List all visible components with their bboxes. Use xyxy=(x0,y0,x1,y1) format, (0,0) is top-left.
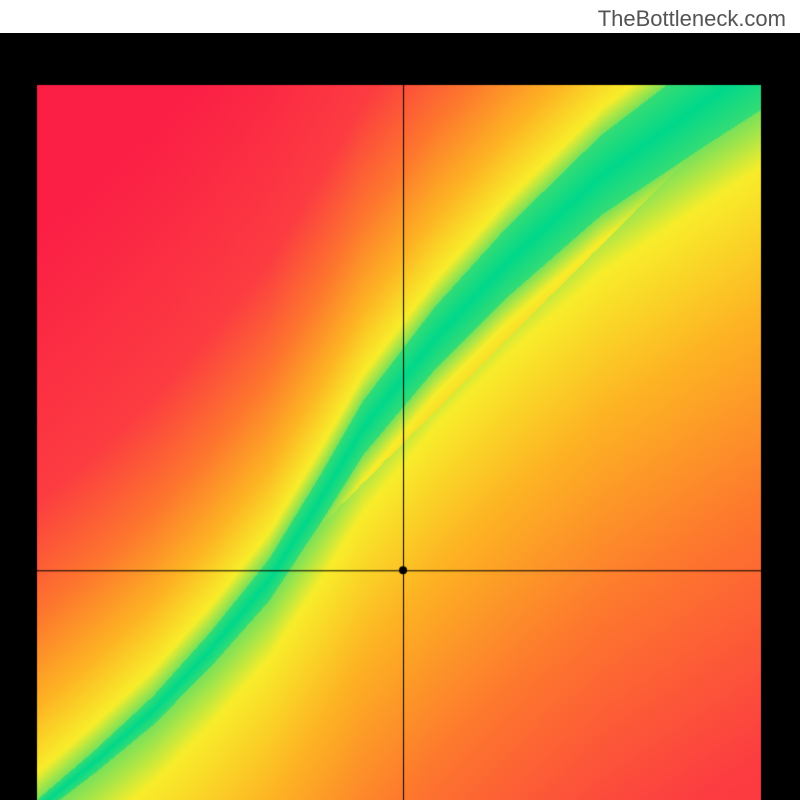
heatmap-chart xyxy=(0,33,800,800)
watermark-text: TheBottleneck.com xyxy=(598,6,786,32)
heatmap-canvas xyxy=(0,33,800,800)
